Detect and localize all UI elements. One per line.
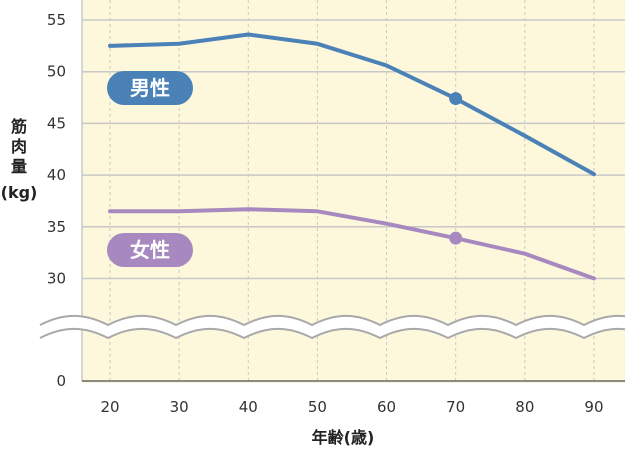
x-tick-label: 90 — [584, 398, 603, 416]
series-line-1 — [108, 207, 596, 281]
x-tick-label: 30 — [170, 398, 189, 416]
series-marker-1 — [449, 231, 463, 245]
axis-break-wave-top — [39, 314, 625, 327]
x-tick-label: 80 — [515, 398, 534, 416]
x-tick-label: 70 — [446, 398, 465, 416]
series-layer — [108, 32, 596, 281]
series-line-0 — [108, 32, 596, 177]
x-tick-label: 50 — [308, 398, 327, 416]
x-tick-label: 60 — [377, 398, 396, 416]
series-label-female: 女性 — [130, 238, 170, 262]
y-tick-label: 35 — [47, 218, 66, 236]
x-tick-label: 20 — [100, 398, 119, 416]
series-label-male: 男性 — [130, 76, 170, 100]
series-badge-male: 男性 — [107, 71, 193, 105]
series-badge-male-pill — [107, 71, 193, 105]
y-tick-label: 50 — [47, 63, 66, 81]
y-tick-label: 40 — [47, 166, 66, 184]
y-axis-title-line-4: (kg) — [1, 183, 38, 202]
x-axis-title: 年齢(歳) — [312, 428, 375, 447]
y-tick-label: 0 — [56, 372, 66, 390]
y-tick-label: 45 — [47, 114, 66, 132]
series-badge-female: 女性 — [107, 233, 193, 267]
y-axis-title-line-1: 筋 — [10, 117, 27, 136]
x-tick-labels: 20 30 40 50 60 70 80 90 — [100, 398, 603, 416]
axis-break-wave-bottom — [39, 327, 625, 340]
y-tick-label: 55 — [47, 11, 66, 29]
y-axis-title-line-3: 量 — [11, 157, 27, 176]
x-tick-label: 40 — [239, 398, 258, 416]
y-axis-title: 筋 肉 量 (kg) — [1, 117, 38, 202]
y-tick-label: 30 — [47, 270, 66, 288]
axis-break — [39, 314, 625, 340]
y-axis-title-line-2: 肉 — [11, 137, 27, 156]
y-tick-labels: 0 30 35 40 45 50 55 — [47, 11, 66, 390]
series-marker-0 — [449, 92, 463, 106]
horizontal-gridlines — [82, 19, 625, 280]
series-badge-female-pill — [107, 233, 193, 267]
